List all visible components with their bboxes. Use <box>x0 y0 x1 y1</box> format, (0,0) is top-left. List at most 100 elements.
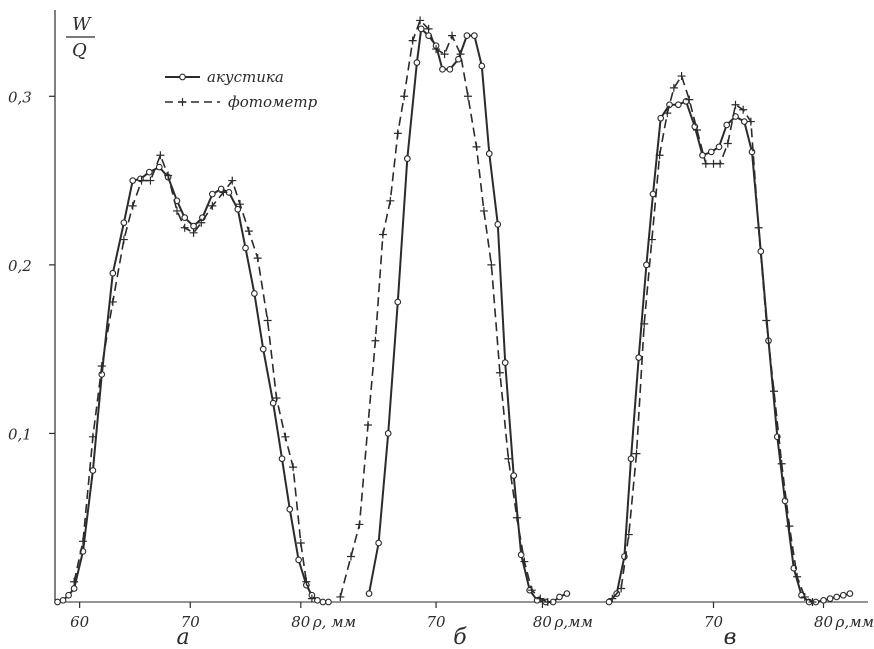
data-point-fotometr <box>355 520 364 529</box>
data-point-fotometr <box>97 362 106 370</box>
data-point-fotometr <box>723 139 732 148</box>
data-point-akustika <box>740 118 748 125</box>
data-point-akustika <box>657 114 665 122</box>
data-point-fotometr <box>371 336 380 345</box>
y-tick-label: 0,2 <box>8 257 32 275</box>
data-point-fotometr <box>263 316 272 325</box>
x-axis-label: ρ,мм <box>553 613 592 631</box>
data-point-fotometr <box>363 421 372 429</box>
data-point-akustika <box>723 121 731 129</box>
x-axis-label: ρ, мм <box>312 613 356 631</box>
data-point-fotometr <box>253 254 262 263</box>
y-axis-label-bottom: Q <box>72 40 87 61</box>
data-point-akustika <box>365 590 373 597</box>
legend-label-akustika: акустика <box>207 68 284 86</box>
data-point-fotometr <box>543 598 552 606</box>
data-point-akustika <box>384 430 392 437</box>
y-axis-label-top: W <box>72 14 92 35</box>
data-point-akustika <box>269 399 277 407</box>
x-tick-label: 70 <box>427 613 447 631</box>
panel-label: а <box>176 625 189 649</box>
data-point-fotometr <box>527 586 536 595</box>
data-point-akustika <box>181 214 189 222</box>
data-point-fotometr <box>393 129 402 138</box>
x-tick-label: 70 <box>181 613 201 631</box>
series-line-fotometr <box>73 154 313 599</box>
data-point-fotometr <box>512 513 521 522</box>
data-point-fotometr <box>289 463 298 472</box>
data-point-fotometr <box>197 218 206 227</box>
data-point-akustika <box>89 467 97 474</box>
data-point-fotometr <box>400 92 409 101</box>
data-point-akustika <box>471 32 478 39</box>
x-tick-label: 80 <box>533 613 553 631</box>
data-point-akustika <box>242 244 249 252</box>
data-point-fotometr <box>386 196 395 205</box>
data-point-fotometr <box>156 151 165 160</box>
series-layer <box>54 16 854 606</box>
data-point-fotometr <box>128 201 137 210</box>
data-point-akustika <box>563 590 571 597</box>
data-point-akustika <box>251 290 258 297</box>
data-point-fotometr <box>777 459 786 468</box>
data-point-fotometr <box>663 109 672 118</box>
data-point-akustika <box>54 598 61 606</box>
data-point-akustika <box>748 148 756 156</box>
data-point-akustika <box>319 598 327 606</box>
data-point-fotometr <box>520 557 529 566</box>
data-point-akustika <box>485 150 493 157</box>
data-point-fotometr <box>632 449 641 458</box>
data-point-akustika <box>478 62 486 70</box>
data-point-fotometr <box>408 36 417 45</box>
data-point-fotometr <box>440 50 449 59</box>
data-point-akustika <box>446 65 454 73</box>
data-point-akustika <box>59 596 67 604</box>
panel-label: б <box>453 625 467 649</box>
data-point-fotometr <box>693 126 701 134</box>
data-point-fotometr <box>731 100 740 109</box>
series-line-fotometr <box>339 19 549 603</box>
data-point-akustika <box>394 298 402 306</box>
data-point-fotometr <box>78 537 87 546</box>
data-point-akustika <box>145 168 153 176</box>
axes-layer <box>49 10 868 608</box>
data-point-akustika <box>65 591 72 599</box>
data-point-akustika <box>109 269 117 277</box>
x-tick-label: 80 <box>291 613 311 631</box>
data-point-fotometr <box>424 24 433 33</box>
data-point-fotometr <box>770 387 778 396</box>
data-point-akustika <box>417 25 425 33</box>
data-point-fotometr <box>219 188 228 197</box>
data-point-fotometr <box>108 297 117 306</box>
data-point-fotometr <box>88 432 97 441</box>
data-point-akustika <box>494 221 502 228</box>
data-point-fotometr <box>647 235 656 244</box>
data-point-fotometr <box>739 105 748 114</box>
data-point-fotometr <box>754 223 763 232</box>
legend-label-fotometr: фотометр <box>228 93 318 111</box>
data-point-fotometr <box>346 552 355 561</box>
data-point-akustika <box>826 595 834 602</box>
data-point-fotometr <box>281 432 290 441</box>
series-line-akustika <box>57 166 329 603</box>
data-point-akustika <box>605 598 613 606</box>
data-point-fotometr <box>456 50 465 59</box>
data-point-fotometr <box>495 368 504 377</box>
data-point-fotometr <box>785 522 794 531</box>
data-point-fotometr <box>70 577 79 586</box>
data-point-fotometr <box>272 394 281 403</box>
data-point-fotometr <box>746 117 755 126</box>
data-point-akustika <box>699 151 706 159</box>
data-point-fotometr <box>655 151 664 160</box>
data-point-akustika <box>757 248 765 255</box>
y-tick-label: 0,1 <box>8 425 32 443</box>
x-tick-label: 70 <box>704 613 724 631</box>
data-point-fotometr <box>808 598 817 606</box>
data-point-fotometr <box>180 223 189 232</box>
data-point-akustika <box>627 455 635 463</box>
data-point-fotometr <box>479 206 488 215</box>
data-point-akustika <box>715 143 723 151</box>
data-point-fotometr <box>164 171 173 180</box>
